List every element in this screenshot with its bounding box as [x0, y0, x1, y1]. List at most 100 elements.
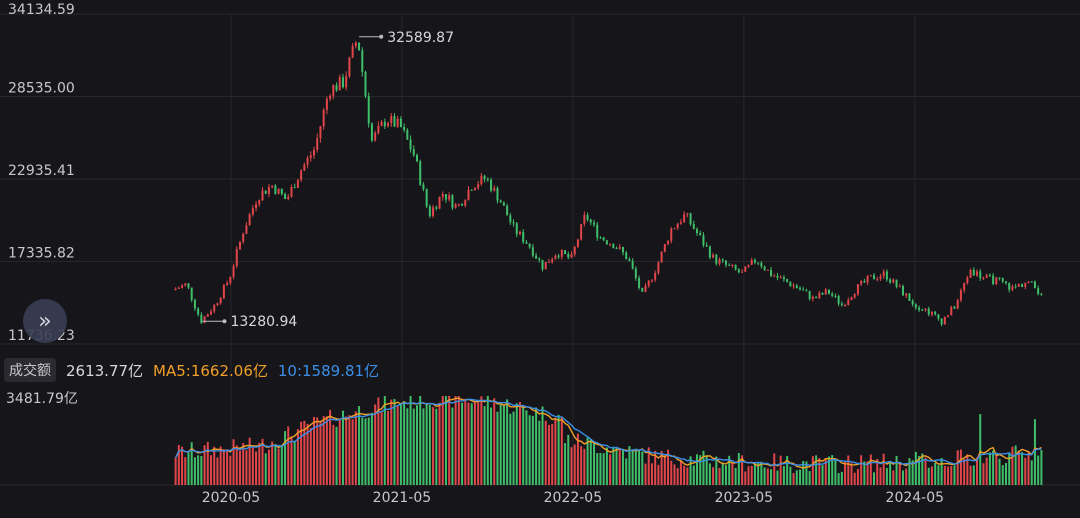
candle-body	[512, 222, 515, 224]
volume-ma-lines	[174, 397, 1042, 469]
candle-body	[554, 255, 557, 260]
volume-bar	[354, 411, 357, 485]
candle-body	[621, 247, 624, 253]
candle-body	[451, 195, 454, 208]
candle-body	[586, 215, 589, 220]
volume-bar	[789, 466, 792, 485]
candle-body	[461, 204, 464, 206]
volume-bar	[699, 455, 702, 485]
volume-bar	[615, 447, 618, 485]
volume-bar	[251, 447, 254, 485]
candle-body	[773, 275, 776, 277]
volume-bar	[380, 411, 383, 485]
volume-bar	[309, 427, 312, 485]
candle-body	[789, 282, 792, 287]
volume-bar	[235, 445, 238, 485]
candle-body	[457, 204, 460, 206]
candle-body	[322, 109, 325, 127]
volume-bar	[258, 442, 261, 485]
expand-button[interactable]: »	[23, 299, 67, 343]
volume-bar	[773, 453, 776, 485]
candle-body	[303, 164, 306, 171]
candle-body	[535, 255, 538, 259]
candle-body	[193, 299, 196, 309]
volume-bar	[705, 455, 708, 485]
volume-bar	[641, 451, 644, 485]
price-annotations: 32589.87 13280.94	[202, 30, 454, 330]
volume-legend: 成交额 2613.77亿 MA5:1662.06亿 10:1589.81亿	[0, 358, 379, 382]
candle-body	[998, 277, 1001, 279]
time-tick-label: 2023-05	[715, 490, 774, 506]
volume-bar	[757, 462, 760, 485]
volume-bar	[210, 455, 213, 485]
candle-body	[448, 195, 451, 200]
candle-body	[319, 126, 322, 139]
candle-body	[827, 289, 830, 294]
volume-bar	[918, 456, 921, 485]
volume-bar	[441, 396, 444, 485]
volume-bar	[499, 404, 502, 485]
volume-bar	[306, 423, 309, 485]
volume-bar	[776, 470, 779, 485]
candle-body	[396, 118, 399, 127]
candle-body	[992, 275, 995, 285]
candle-body	[367, 96, 370, 124]
candle-body	[506, 205, 509, 216]
candle-body	[309, 155, 312, 158]
candle-body	[464, 200, 467, 206]
volume-bar	[612, 446, 615, 485]
volume-bar	[293, 440, 296, 485]
candle-body	[361, 50, 364, 72]
volume-bar	[628, 446, 631, 485]
volume-bar	[1004, 463, 1007, 485]
volume-bar	[898, 462, 901, 485]
candle-body	[338, 77, 341, 91]
volume-bar	[950, 466, 953, 485]
candle-body	[1017, 284, 1020, 287]
volume-bar	[547, 424, 550, 485]
volume-tag[interactable]: 成交额	[4, 358, 56, 382]
candle-body	[341, 77, 344, 88]
volume-bar	[245, 450, 248, 485]
candle-body	[499, 200, 502, 203]
candle-body	[943, 316, 946, 325]
volume-bar	[193, 457, 196, 485]
volume-bar	[882, 453, 885, 485]
volume-bar	[477, 400, 480, 485]
volume-bar	[248, 437, 251, 485]
volume-bar	[444, 396, 447, 485]
candle-body	[547, 261, 550, 263]
volume-bar	[538, 420, 541, 485]
volume-bar	[364, 418, 367, 485]
volume-bar	[506, 399, 509, 485]
candle-body	[576, 239, 579, 247]
volume-bar	[358, 406, 361, 485]
volume-bar	[692, 465, 695, 485]
volume-bar	[438, 402, 441, 485]
volume-bar	[805, 461, 808, 485]
candle-body	[203, 316, 206, 323]
candle-body	[660, 251, 663, 263]
candle-body	[638, 278, 641, 288]
volume-bar	[509, 413, 512, 485]
volume-bar	[1021, 452, 1024, 485]
time-tick-label: 2020-05	[202, 490, 261, 506]
candle-body	[876, 278, 879, 280]
candle-body	[808, 291, 811, 299]
volume-bar	[853, 472, 856, 485]
volume-bar	[528, 415, 531, 485]
candle-body	[1040, 293, 1043, 295]
candle-body	[667, 240, 670, 244]
volume-bar	[718, 467, 721, 485]
volume-bar	[174, 457, 177, 485]
volume-bar	[422, 408, 425, 485]
candle-body	[425, 189, 428, 207]
price-tick-label: 17335.82	[8, 246, 75, 262]
candle-body	[538, 258, 541, 260]
candle-body	[258, 200, 261, 205]
volume-bar	[383, 396, 386, 485]
volume-bar	[322, 416, 325, 485]
volume-bar	[673, 464, 676, 485]
volume-bar	[348, 415, 351, 485]
